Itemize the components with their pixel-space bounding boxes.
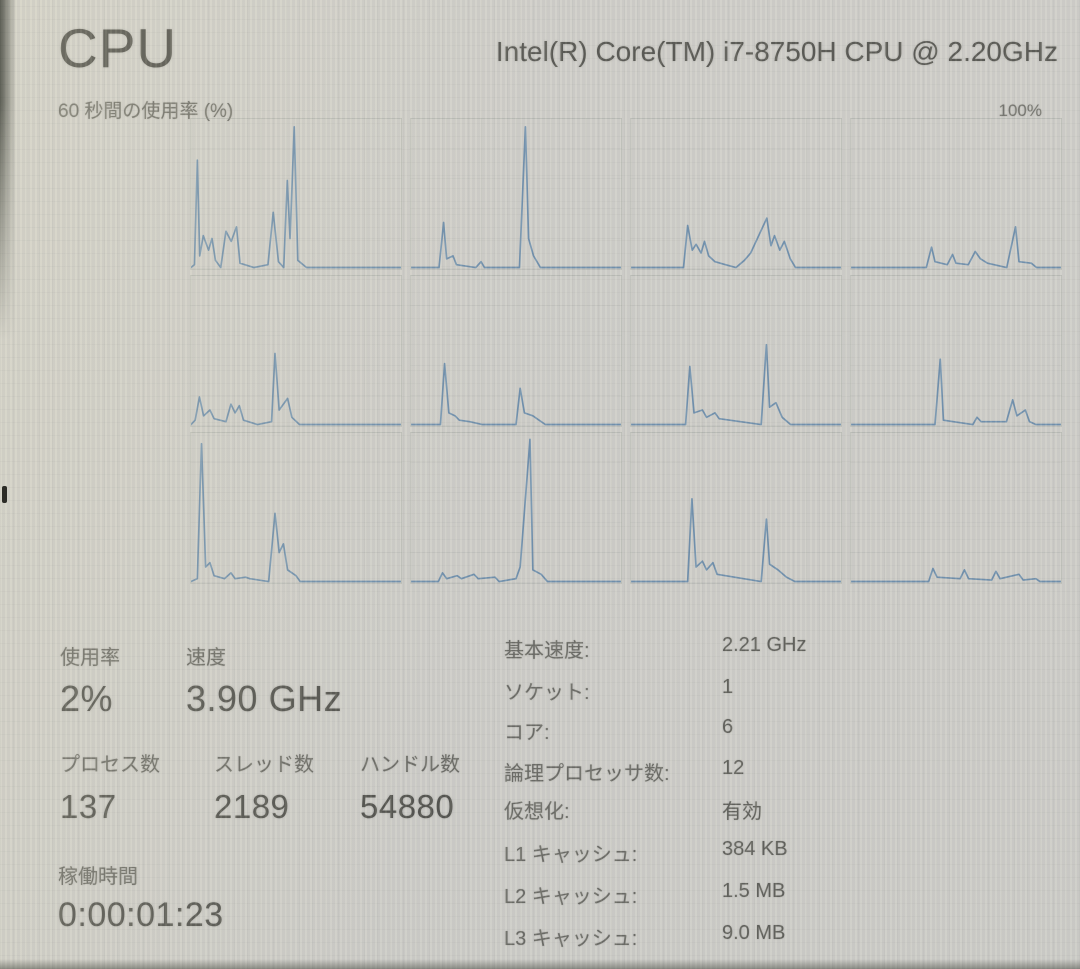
uptime-label: 稼働時間: [58, 866, 138, 888]
threads-value: 2189: [214, 788, 290, 825]
cpu-core-chart-1[interactable]: [410, 118, 622, 270]
spec-base-speed-label: 基本速度:: [504, 640, 590, 662]
spec-l2-cache-value: 1.5 MB: [722, 880, 786, 902]
photo-bottom-shadow: [0, 959, 1080, 969]
page-title: CPU: [58, 17, 178, 79]
spec-l3-cache-value: 9.0 MB: [722, 922, 786, 944]
threads-label: スレッド数: [214, 754, 314, 776]
cpu-core-chart-4[interactable]: [190, 275, 402, 427]
spec-sockets-label: ソケット:: [504, 682, 590, 704]
cpu-core-chart-10[interactable]: [630, 432, 842, 584]
spec-cores-value: 6: [722, 716, 734, 738]
cpu-core-chart-7[interactable]: [850, 275, 1062, 427]
left-edge-artifact: [2, 486, 7, 503]
cpu-core-chart-5[interactable]: [410, 275, 622, 427]
spec-logical-processors-label: 論理プロセッサ数:: [504, 763, 670, 785]
spec-cores-label: コア:: [504, 722, 550, 744]
spec-sockets-value: 1: [722, 676, 734, 698]
cpu-core-chart-11[interactable]: [850, 432, 1062, 584]
spec-virtualization-value: 有効: [722, 801, 762, 823]
cpu-core-chart-3[interactable]: [850, 118, 1062, 270]
spec-virtualization-label: 仮想化:: [504, 801, 570, 823]
spec-l2-cache-label: L2 キャッシュ:: [504, 886, 638, 908]
cpu-core-chart-2[interactable]: [630, 118, 842, 270]
processes-label: プロセス数: [60, 754, 160, 776]
spec-l1-cache-value: 384 KB: [722, 838, 788, 860]
cpu-chart-grid: [190, 118, 1062, 584]
speed-label: 速度: [186, 647, 226, 669]
speed-value: 3.90 GHz: [186, 678, 343, 719]
chart-window-label: 60 秒間の使用率 (%): [58, 101, 234, 122]
spec-base-speed-value: 2.21 GHz: [722, 634, 807, 656]
photo-edge-shadow: [0, 0, 16, 340]
utilization-label: 使用率: [60, 647, 120, 669]
utilization-value: 2%: [60, 678, 114, 719]
cpu-core-chart-6[interactable]: [630, 275, 842, 427]
spec-l1-cache-label: L1 キャッシュ:: [504, 844, 638, 866]
handles-label: ハンドル数: [360, 754, 460, 776]
uptime-value: 0:00:01:23: [58, 896, 224, 934]
processes-value: 137: [60, 788, 117, 825]
cpu-model-name: Intel(R) Core(TM) i7-8750H CPU @ 2.20GHz: [495, 36, 1058, 67]
handles-value: 54880: [360, 788, 455, 825]
chart-max-percent-label: 100%: [998, 101, 1042, 120]
spec-l3-cache-label: L3 キャッシュ:: [504, 928, 638, 950]
spec-logical-processors-value: 12: [722, 757, 745, 779]
cpu-core-chart-8[interactable]: [190, 432, 402, 584]
cpu-core-chart-9[interactable]: [410, 432, 622, 584]
cpu-core-chart-0[interactable]: [190, 118, 402, 270]
